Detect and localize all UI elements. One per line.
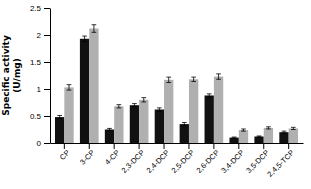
bar: [279, 132, 288, 143]
marks: [55, 25, 298, 143]
x-tick: 2,5-DCP: [170, 143, 197, 175]
y-axis-title: Specific activity(U/mg): [1, 35, 21, 116]
bar: [55, 117, 64, 143]
bar: [164, 80, 173, 143]
bar: [239, 130, 248, 143]
y-tick: 1: [37, 85, 50, 94]
y-tick: 1.5: [30, 58, 50, 67]
bar: [180, 124, 189, 143]
y-tick: 2.5: [30, 4, 50, 13]
bar: [189, 79, 198, 143]
error-bar: [141, 98, 146, 102]
x-tick-label: 2,5-DCP: [170, 148, 197, 175]
bar: [80, 39, 89, 143]
x-tick: 2,6-DCP: [194, 143, 221, 175]
y-tick-mark: [44, 89, 50, 90]
plot: 0 0.5 1 1.5 2 2.5 CP 3-CP 4-CP2,3-DCP2,4-DCP2,5-…: [1, 4, 303, 179]
x-tick-label: 2,4-DCP: [145, 148, 172, 175]
bar: [155, 110, 164, 143]
error-bar: [82, 36, 87, 41]
y-tick: 0.5: [30, 112, 50, 121]
error-bar: [107, 128, 112, 130]
x-tick-label: 2,6-DCP: [194, 148, 221, 175]
bar: [264, 128, 273, 143]
y-tick-label: 1.5: [30, 58, 42, 67]
bar: [289, 128, 298, 143]
y-tick-label: 2.5: [30, 4, 42, 13]
error-bar: [117, 105, 122, 108]
x-tick: 3-CP: [78, 143, 96, 167]
x-tick-label: CP: [58, 148, 72, 162]
chart: 0 0.5 1 1.5 2 2.5 CP 3-CP 4-CP2,3-DCP2,4-DCP2,5-…: [0, 0, 311, 189]
x-tick: CP: [58, 143, 72, 162]
bar: [254, 137, 263, 143]
series: [64, 25, 298, 143]
error-bar: [57, 115, 62, 118]
error-bar: [241, 129, 246, 131]
y-tick-mark: [44, 143, 50, 144]
y-tick-label: 0.5: [30, 112, 42, 121]
error-bar: [291, 127, 296, 129]
error-bar: [232, 137, 237, 138]
error-bar: [216, 74, 221, 79]
error-bar: [67, 85, 72, 90]
y-axis-line: [50, 9, 51, 144]
y-tick-mark: [44, 8, 50, 9]
error-bar: [166, 77, 171, 82]
x-tick-label: 2,4,5-TCP: [265, 148, 296, 179]
bar: [229, 138, 238, 143]
error-bar: [282, 131, 287, 133]
error-bar: [191, 77, 196, 81]
x-axis: CP 3-CP 4-CP2,3-DCP2,4-DCP2,5-DCP2,6-DCP3,…: [51, 143, 304, 179]
bar: [64, 87, 73, 143]
error-bar: [157, 108, 162, 111]
error-bar: [257, 136, 262, 137]
x-tick: 2,3-DCP: [120, 143, 147, 175]
bar: [130, 105, 139, 143]
y-axis: 0 0.5 1 1.5 2 2.5: [30, 4, 51, 148]
bar: [214, 77, 223, 143]
x-tick: 4-CP: [103, 143, 121, 167]
x-tick: 2,4,5-TCP: [265, 143, 296, 179]
y-tick-mark: [44, 35, 50, 36]
x-tick-label: 3,4-DCP: [219, 148, 246, 175]
error-bar: [207, 94, 212, 97]
y-tick: 0: [37, 139, 50, 148]
y-tick-label: 0: [37, 139, 42, 148]
x-tick-label: 4-CP: [103, 148, 121, 166]
x-tick-label: 3-CP: [78, 148, 96, 166]
x-tick: 2,4-DCP: [145, 143, 172, 175]
y-tick: 2: [37, 31, 50, 40]
y-tick-mark: [44, 62, 50, 63]
y-tick-mark: [44, 116, 50, 117]
bar: [139, 100, 148, 143]
y-tick-label: 2: [37, 31, 42, 40]
bar: [105, 130, 114, 144]
bar: [114, 106, 123, 143]
x-tick-label: 2,3-DCP: [120, 148, 147, 175]
bar: [205, 95, 214, 143]
bar: [89, 29, 98, 143]
y-tick-label: 1: [37, 85, 42, 94]
error-bar: [266, 127, 271, 129]
x-axis-line: [51, 143, 304, 144]
x-tick: 3,4-DCP: [219, 143, 246, 175]
error-bar: [182, 122, 187, 125]
error-bar: [132, 104, 137, 107]
error-bar: [92, 25, 97, 33]
